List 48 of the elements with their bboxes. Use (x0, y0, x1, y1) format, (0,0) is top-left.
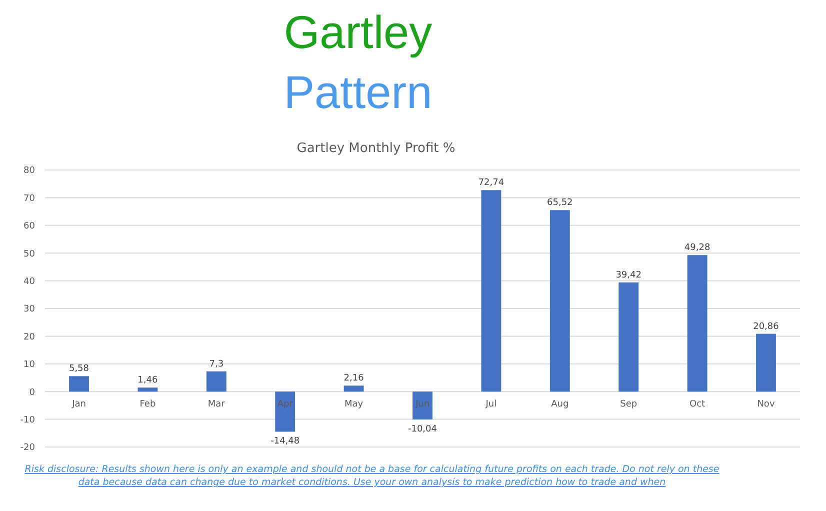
y-tick-label: 0 (29, 388, 36, 398)
x-tick-label: Mar (208, 400, 226, 410)
bar (412, 392, 432, 420)
data-label: 49,28 (684, 243, 710, 254)
bar (138, 388, 158, 392)
bar (69, 376, 89, 392)
x-tick-label: Feb (140, 400, 156, 410)
text: Pattern (284, 66, 432, 118)
bar (756, 334, 776, 392)
x-tick-label: Jun (414, 400, 430, 410)
data-label: 1,46 (138, 376, 158, 386)
y-tick-label: 30 (24, 304, 36, 315)
data-label: 65,52 (547, 198, 573, 208)
x-tick-label: Apr (277, 400, 294, 410)
bar (275, 392, 296, 432)
x-tick-label: Aug (551, 400, 569, 410)
x-tick-label: Nov (757, 400, 776, 410)
data-label: 20,86 (753, 322, 780, 332)
y-tick-label: 20 (24, 332, 36, 342)
x-tick-label: Jul (484, 400, 497, 410)
y-tick-label: 40 (24, 276, 36, 287)
x-tick-label: Sep (620, 400, 638, 410)
bar (550, 210, 570, 392)
data-label: 72,74 (478, 178, 504, 188)
data-label: -14,48 (270, 436, 300, 447)
bar (687, 255, 708, 392)
y-tick-label: 70 (24, 194, 36, 204)
y-tick-label: -20 (20, 443, 36, 454)
bar (344, 386, 364, 392)
data-label: -10,04 (408, 424, 438, 434)
data-label: 39,42 (616, 270, 642, 280)
x-tick-label: May (344, 400, 364, 410)
data-label: 5,58 (68, 364, 90, 374)
bar (618, 282, 639, 392)
bar (481, 190, 502, 392)
y-tick-label: -10 (20, 415, 36, 426)
x-tick-label: Jan (71, 400, 86, 410)
y-tick-label: 50 (24, 249, 36, 260)
y-tick-label: 60 (24, 222, 36, 232)
x-tick-label: Oct (690, 400, 706, 410)
data-label: 7,3 (209, 359, 224, 370)
chart-title: Gartley Monthly Profit % (296, 141, 456, 156)
bar (206, 371, 226, 392)
text: Risk disclosure: Results shown here is only an example and should not be a base for calculating future profits on each trade. Do not rely on these data because data can change due to market conditions. Use your own analysis to make prediction how to trade and when (24, 464, 720, 488)
y-tick-label: 80 (24, 166, 36, 176)
y-tick-label: 10 (24, 360, 36, 370)
data-label: 2,16 (344, 374, 364, 384)
text: Gartley (284, 6, 432, 58)
